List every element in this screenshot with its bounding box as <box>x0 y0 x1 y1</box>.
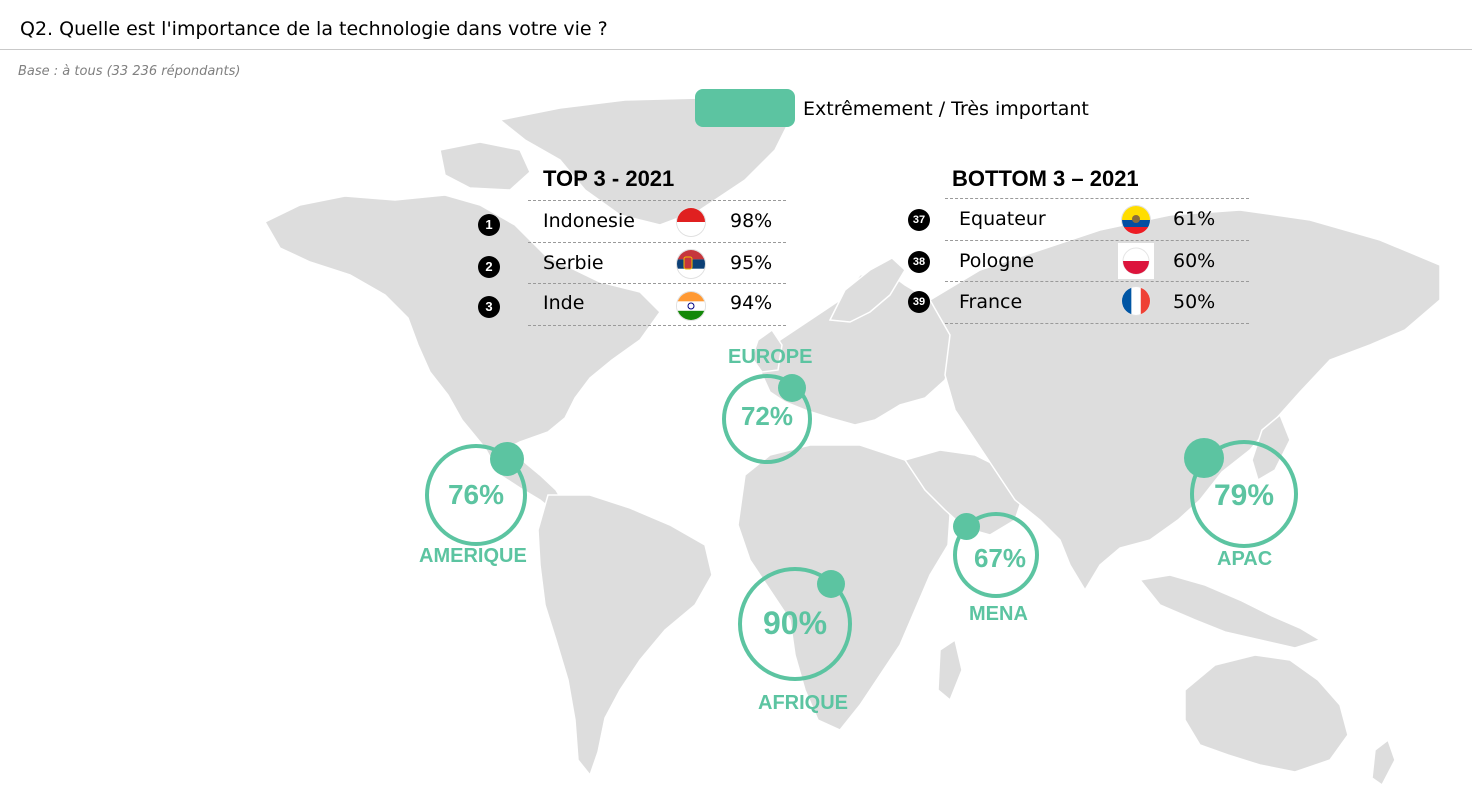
region-afrique-label: AFRIQUE <box>758 692 848 714</box>
rank-badge: 2 <box>478 256 500 278</box>
country-value: 61% <box>1173 208 1216 230</box>
country-value: 98% <box>730 210 773 232</box>
region-amerique-label: AMERIQUE <box>419 545 527 567</box>
country-name: Indonesie <box>543 210 635 232</box>
country-name: Inde <box>543 292 585 314</box>
country-name: Serbie <box>543 252 604 274</box>
poland-flag-icon <box>1118 243 1154 279</box>
region-afrique-value: 90% <box>762 605 828 641</box>
header-divider <box>0 49 1472 50</box>
indonesia-flag-icon <box>677 208 705 236</box>
rank-badge: 1 <box>478 214 500 236</box>
bottom3-row <box>945 282 1249 324</box>
france-flag-icon <box>1122 287 1150 315</box>
country-value: 60% <box>1173 250 1216 272</box>
region-europe-ring <box>722 374 812 464</box>
land-north-america <box>263 194 661 453</box>
top3-row <box>528 284 786 326</box>
region-mena-value: 67% <box>973 543 1027 573</box>
top3-row <box>528 200 786 243</box>
country-name: Equateur <box>959 208 1046 230</box>
land-scandinavia <box>828 257 906 323</box>
land-south-america <box>537 494 713 777</box>
country-value: 94% <box>730 292 773 314</box>
region-apac-ring <box>1190 440 1298 548</box>
page-title: Q2. Quelle est l'importance de la techno… <box>20 18 608 40</box>
top3-title: TOP 3 - 2021 <box>543 166 675 191</box>
bottom3-row <box>945 198 1249 241</box>
land-madagascar <box>937 638 963 702</box>
ecuador-flag-icon <box>1122 206 1150 234</box>
land-se-asia <box>1138 574 1322 649</box>
legend-label: Extrêmement / Très important <box>803 98 1089 120</box>
country-value: 50% <box>1173 291 1216 313</box>
base-note: Base : à tous (33 236 répondants) <box>18 64 241 79</box>
region-mena-dot <box>953 513 980 540</box>
region-europe-value: 72% <box>740 401 794 431</box>
region-europe-label: EUROPE <box>728 346 813 368</box>
rank-badge: 37 <box>908 209 930 231</box>
region-apac-label: APAC <box>1217 548 1273 570</box>
rank-badge: 39 <box>908 291 930 313</box>
serbia-flag-icon <box>677 250 705 278</box>
region-afrique-dot <box>817 570 845 598</box>
rank-badge: 38 <box>908 251 930 273</box>
country-name: France <box>959 291 1023 313</box>
country-name: Pologne <box>959 250 1035 272</box>
region-afrique-ring <box>738 567 852 681</box>
region-apac-value: 79% <box>1213 479 1275 512</box>
top3-row <box>528 242 786 284</box>
land-arctic-islands <box>439 141 531 191</box>
land-new-zealand <box>1371 738 1396 787</box>
country-value: 95% <box>730 252 773 274</box>
region-amerique-dot <box>490 442 524 476</box>
region-mena-label: MENA <box>969 603 1028 625</box>
region-mena-ring <box>953 512 1039 598</box>
legend-swatch <box>695 89 795 127</box>
bottom3-title: BOTTOM 3 – 2021 <box>952 166 1139 191</box>
region-apac-dot <box>1184 438 1224 478</box>
land-greenland <box>498 97 791 226</box>
region-amerique-value: 76% <box>447 479 505 510</box>
region-europe-dot <box>778 374 806 402</box>
region-amerique-ring <box>425 444 527 546</box>
land-australia <box>1184 654 1349 773</box>
bottom3-row <box>945 240 1249 282</box>
land-uk <box>751 328 783 373</box>
india-flag-icon <box>677 292 705 320</box>
rank-badge: 3 <box>478 296 500 318</box>
